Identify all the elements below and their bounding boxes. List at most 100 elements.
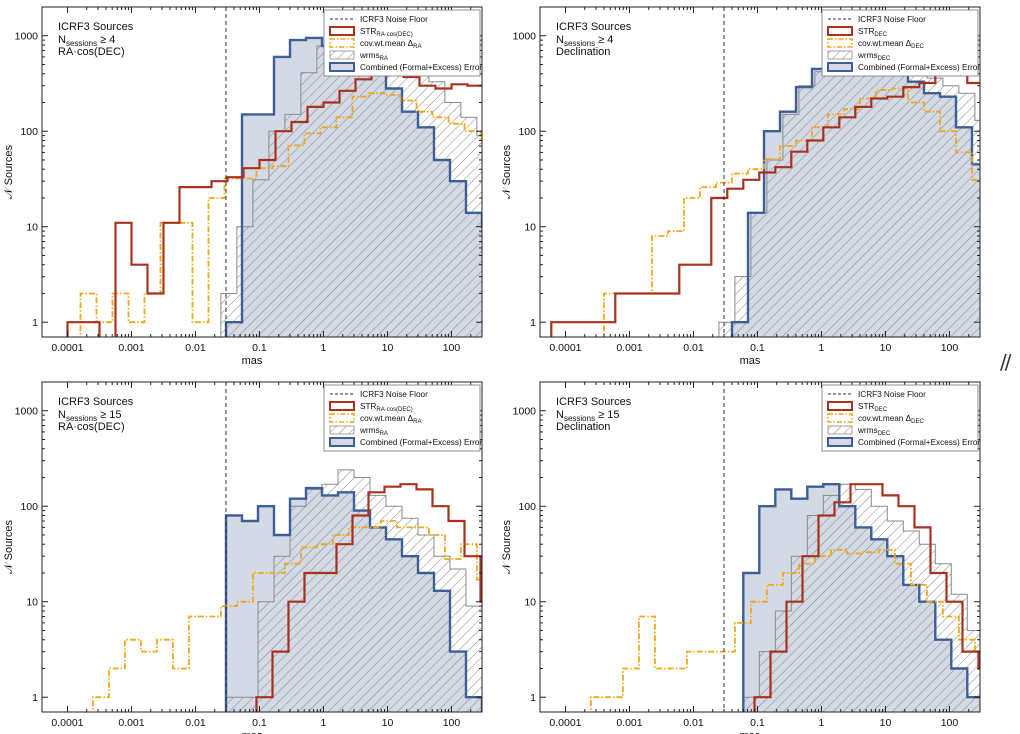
x-tick-label: 0.01	[683, 717, 704, 729]
x-tick-label: 1	[819, 717, 825, 729]
panel-nsessions: Nsessions ≥ 15	[556, 409, 619, 423]
legend-label-combined: Combined (Formal+Excess) Error	[858, 63, 980, 72]
panel-subtitle: Declination	[556, 421, 610, 433]
legend-combined-swatch	[329, 62, 355, 72]
y-tick-label: 1000	[513, 406, 537, 418]
legend-label-str: STRRA·cos(DEC)	[360, 402, 413, 413]
x-tick-label: 1	[321, 717, 327, 729]
x-axis-label: mas	[242, 355, 263, 367]
legend-str-swatch	[827, 401, 853, 411]
series-covwt-mean	[79, 92, 482, 337]
y-axis-label: 𝒩 Sources	[3, 520, 15, 574]
series-combined	[224, 36, 482, 337]
legend-str-swatch	[329, 26, 355, 36]
legend-label-str: STRDEC	[858, 27, 888, 38]
y-tick-label: 100	[518, 126, 536, 138]
y-tick-label: 1000	[15, 31, 39, 43]
panel-nsessions: Nsessions ≥ 4	[58, 34, 115, 48]
panel-title: ICRF3 Sources	[58, 396, 134, 408]
legend-label-str: STRRA·cos(DEC)	[360, 27, 413, 38]
plot-frame	[41, 381, 483, 713]
legend-label-noise: ICRF3 Noise Floor	[360, 15, 428, 24]
panel-title: ICRF3 Sources	[556, 21, 632, 33]
x-tick-label: 100	[941, 717, 959, 729]
chart-panel-bottom-left: 0.0001 0.001 0.01 0.1 1 10 100 1 10 100 1000 mas 𝒩 S…	[3, 381, 483, 734]
legend-wrms-swatch	[329, 50, 355, 60]
series-str	[550, 72, 980, 337]
y-axis-label: 𝒩 Sources	[3, 145, 15, 199]
series-combined	[742, 483, 980, 712]
panel-title: ICRF3 Sources	[58, 21, 134, 33]
x-tick-label: 0.1	[750, 717, 765, 729]
plot-frame	[41, 6, 483, 338]
legend-label-combined: Combined (Formal+Excess) Error	[858, 438, 980, 447]
x-tick-label: 10	[382, 717, 394, 729]
legend-label-noise: ICRF3 Noise Floor	[858, 390, 926, 399]
x-tick-label: 1	[819, 342, 825, 354]
x-tick-label: 0.1	[252, 717, 267, 729]
x-axis-label: mas	[242, 730, 263, 734]
panel-nsessions: Nsessions ≥ 4	[556, 34, 613, 48]
legend-label-covwt: cov.wt.mean ΔRA	[360, 414, 421, 425]
legend-label-wrms: wrmsRA	[359, 51, 388, 62]
x-tick-label: 100	[443, 717, 461, 729]
x-tick-label: 0.0001	[549, 342, 581, 354]
x-tick-label: 0.001	[616, 342, 642, 354]
y-tick-label: 1	[32, 317, 38, 329]
x-tick-label: 10	[382, 342, 394, 354]
legend-label-covwt: cov.wt.mean ΔDEC	[858, 39, 924, 50]
series-str	[66, 73, 482, 337]
legend-wrms-swatch	[329, 425, 355, 435]
legend-combined-swatch	[827, 62, 853, 72]
series-str	[753, 483, 980, 712]
y-axis-label: 𝒩 Sources	[501, 145, 513, 199]
y-tick-label: 1000	[15, 406, 39, 418]
x-tick-label: 0.1	[252, 342, 267, 354]
series-combined	[730, 43, 980, 337]
legend-label-wrms: wrmsRA	[359, 426, 388, 437]
y-tick-label: 10	[26, 222, 38, 234]
x-axis-label: mas	[740, 730, 761, 734]
legend-label-str: STRDEC	[858, 402, 888, 413]
x-tick-label: 0.1	[750, 342, 765, 354]
x-tick-label: 0.01	[185, 717, 206, 729]
plot-frame	[539, 6, 981, 338]
y-tick-label: 10	[26, 597, 38, 609]
x-tick-label: 0.001	[118, 342, 144, 354]
panel-subtitle: Declination	[556, 46, 610, 58]
chart-panel-bottom-right: 0.0001 0.001 0.01 0.1 1 10 100 1 10 100 1000 mas 𝒩 S…	[501, 381, 981, 734]
legend-covwt-swatch	[827, 38, 853, 48]
y-tick-label: 100	[518, 501, 536, 513]
legend-wrms-swatch	[827, 425, 853, 435]
legend-combined-swatch	[329, 437, 355, 447]
plot-area	[550, 7, 980, 337]
legend-label-combined: Combined (Formal+Excess) Error	[360, 438, 482, 447]
x-tick-label: 0.001	[616, 717, 642, 729]
panel-nsessions: Nsessions ≥ 15	[58, 409, 121, 423]
legend-label-covwt: cov.wt.mean ΔRA	[360, 39, 421, 50]
legend-label-wrms: wrmsDEC	[857, 426, 891, 437]
y-tick-label: 10	[524, 597, 536, 609]
y-tick-label: 10	[524, 222, 536, 234]
legend-label-noise: ICRF3 Noise Floor	[360, 390, 428, 399]
x-tick-label: 0.001	[118, 717, 144, 729]
panel-subtitle: RA·cos(DEC)	[58, 46, 125, 58]
x-tick-label: 0.0001	[51, 717, 83, 729]
y-tick-label: 1	[530, 317, 536, 329]
x-tick-label: 100	[941, 342, 959, 354]
series-covwt-mean	[590, 548, 980, 712]
legend-covwt-swatch	[329, 38, 355, 48]
y-tick-label: 1	[530, 692, 536, 704]
x-tick-label: 0.0001	[549, 717, 581, 729]
y-tick-label: 100	[20, 126, 38, 138]
panel-title: ICRF3 Sources	[556, 396, 632, 408]
chart-panel-top-left: 0.0001 0.001 0.01 0.1 1 10 100 1 10 100 1000 mas 𝒩 S…	[3, 6, 483, 367]
x-tick-label: 100	[443, 342, 461, 354]
series-combined	[224, 486, 482, 712]
legend-covwt-swatch	[827, 413, 853, 423]
x-tick-label: 0.0001	[51, 342, 83, 354]
x-tick-label: 10	[880, 717, 892, 729]
legend-label-noise: ICRF3 Noise Floor	[858, 15, 926, 24]
legend-label-combined: Combined (Formal+Excess) Error	[360, 63, 482, 72]
legend-wrms-swatch	[827, 50, 853, 60]
